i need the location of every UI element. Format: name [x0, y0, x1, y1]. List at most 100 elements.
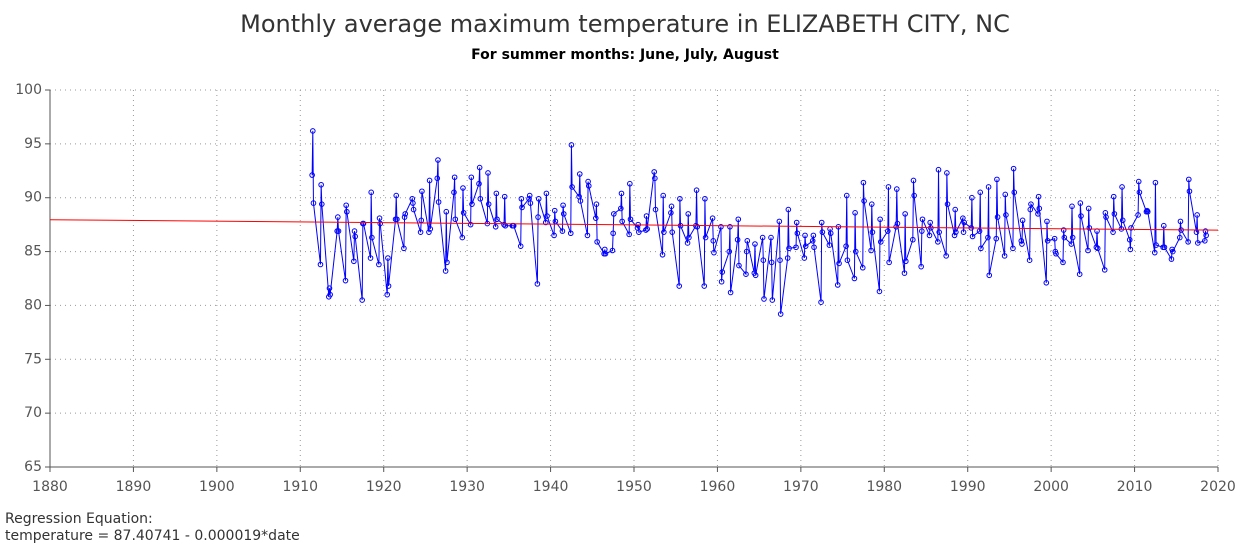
data-point [401, 214, 408, 220]
data-point [393, 192, 400, 199]
data-point [534, 281, 541, 287]
data-point [427, 226, 434, 232]
data-point [569, 184, 575, 190]
y-tick-label: 85 [24, 244, 42, 260]
data-point [609, 247, 616, 254]
data-point [544, 213, 550, 219]
data-point [543, 190, 550, 197]
data-point [868, 201, 875, 207]
data-point [802, 232, 808, 239]
data-point [818, 219, 825, 226]
data-point [1119, 184, 1125, 190]
data-point [944, 201, 951, 207]
data-point [526, 192, 533, 199]
data-point [918, 263, 924, 270]
data-point [367, 255, 374, 261]
data-point [652, 206, 659, 213]
footnote: temperature = 87.40741 - 0.000019*date [5, 528, 300, 544]
data-point [1035, 211, 1041, 217]
data-point [1094, 245, 1101, 252]
data-point [310, 200, 317, 206]
data-point [994, 176, 1000, 183]
data-point [1043, 280, 1050, 286]
data-point [935, 239, 941, 245]
data-point [894, 220, 901, 227]
data-point [777, 257, 783, 263]
data-point [435, 199, 442, 205]
data-point [685, 211, 692, 217]
data-point [368, 189, 375, 196]
data-point [477, 195, 484, 202]
data-point [686, 234, 692, 241]
y-tick-label: 100 [15, 82, 42, 98]
data-point [1153, 242, 1159, 248]
data-point [426, 229, 432, 235]
data-point [786, 245, 792, 252]
data-point [652, 175, 658, 182]
chart-subtitle: For summer months: June, July, August [471, 47, 779, 63]
data-point [743, 271, 749, 277]
data-point [467, 221, 474, 228]
data-point [1002, 191, 1009, 198]
data-point [493, 190, 500, 197]
x-tick-label: 1920 [366, 479, 402, 495]
data-point [527, 200, 534, 206]
data-point [1060, 227, 1067, 233]
data-point [643, 213, 650, 219]
data-point [485, 201, 492, 207]
data-point [1010, 165, 1017, 172]
data-point [1003, 212, 1009, 218]
x-tick-label: 2020 [1200, 479, 1236, 495]
data-point [978, 245, 984, 252]
data-point [693, 187, 700, 193]
data-point [834, 282, 841, 288]
data-point [1019, 241, 1025, 247]
data-point [1035, 193, 1042, 200]
data-point [1169, 248, 1176, 255]
data-point [1027, 206, 1034, 213]
data-point [960, 229, 967, 235]
data-point [1135, 212, 1141, 218]
data-point [661, 229, 667, 235]
data-point [1185, 239, 1191, 245]
data-point [760, 257, 767, 263]
data-point [902, 211, 908, 217]
data-point [985, 234, 991, 241]
data-point [376, 215, 383, 221]
data-point [727, 289, 734, 296]
data-point [1202, 238, 1208, 244]
data-point [343, 202, 349, 209]
x-tick-label: 1980 [866, 479, 902, 495]
x-tick-label: 1970 [783, 479, 819, 495]
data-point [351, 228, 358, 234]
data-point [769, 297, 776, 303]
data-point [560, 211, 567, 217]
data-point [369, 234, 375, 241]
data-point [1119, 217, 1126, 224]
data-point [1069, 203, 1075, 210]
data-point [342, 277, 349, 284]
data-point [711, 249, 717, 256]
data-point [660, 192, 667, 199]
data-point [926, 232, 933, 239]
x-tick-label: 2000 [1033, 479, 1069, 495]
data-point [1019, 217, 1026, 224]
data-point [985, 184, 992, 190]
data-point [826, 242, 833, 248]
data-point [501, 193, 508, 200]
data-point [852, 209, 858, 216]
data-point [460, 209, 467, 216]
data-point [701, 283, 708, 289]
y-tick-label: 90 [24, 190, 42, 206]
data-point [435, 157, 441, 163]
data-point [927, 219, 933, 226]
data-point [735, 216, 742, 223]
data-point [326, 285, 333, 291]
data-point [559, 228, 566, 234]
data-point [953, 229, 959, 235]
data-point [936, 229, 942, 235]
data-point [469, 201, 475, 207]
data-point [676, 283, 683, 289]
data-point [492, 223, 499, 230]
data-point [951, 232, 958, 239]
